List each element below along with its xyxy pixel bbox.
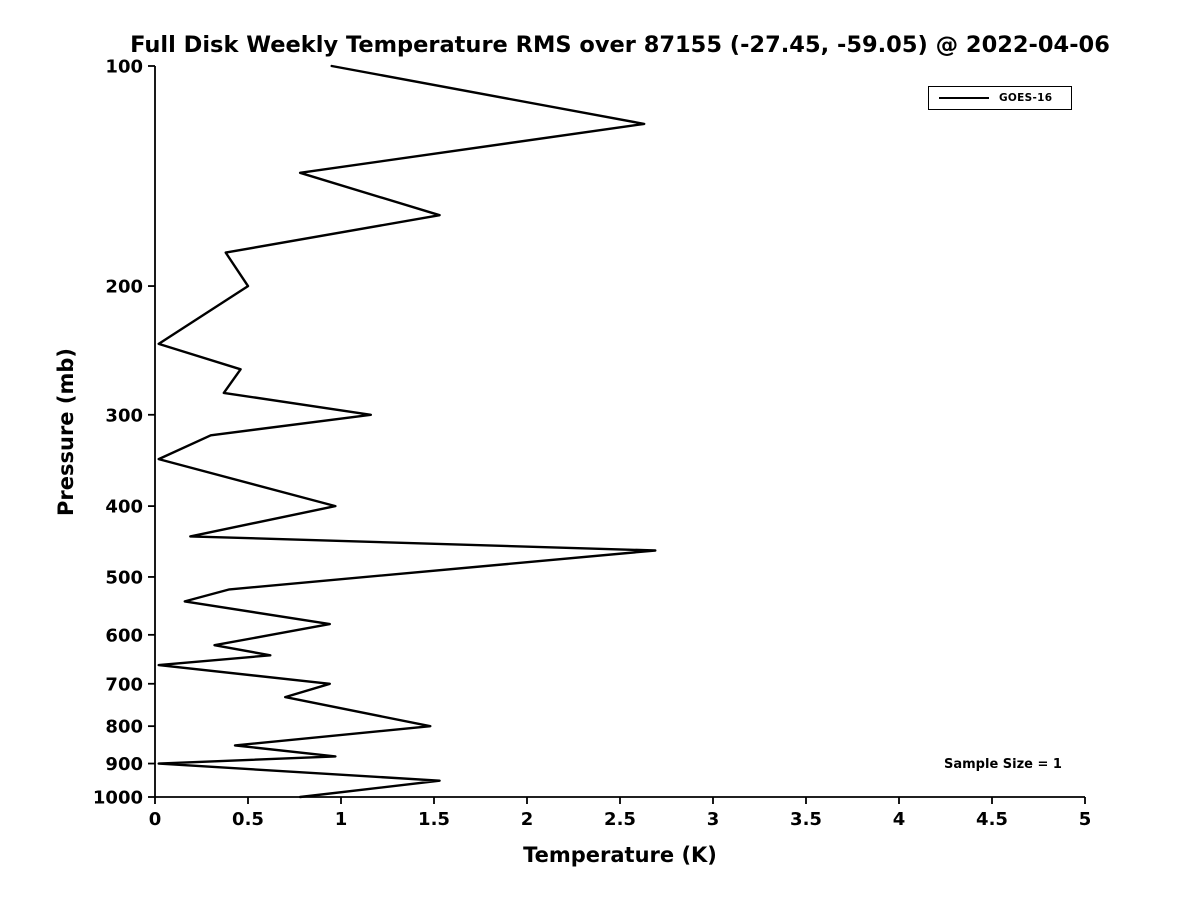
x-tick-label: 0: [149, 809, 162, 830]
sample-size-annotation: Sample Size = 1: [944, 757, 1062, 772]
x-tick-label: 3: [707, 809, 720, 830]
x-tick-label: 4: [893, 809, 906, 830]
goes16-data-line: [157, 64, 657, 799]
legend: GOES-16: [928, 86, 1072, 110]
y-tick-label: 500: [105, 567, 143, 588]
x-tick-label: 2.5: [604, 809, 636, 830]
legend-label: GOES-16: [999, 92, 1053, 104]
y-tick-label: 300: [105, 405, 143, 426]
y-tick-label: 100: [105, 57, 143, 78]
x-tick-label: 2: [521, 809, 534, 830]
x-tick-label: 0.5: [232, 809, 264, 830]
x-axis-label: Temperature (K): [523, 843, 717, 867]
y-tick-label: 1000: [93, 788, 143, 809]
y-tick-label: 200: [105, 277, 143, 298]
x-tick-label: 1.5: [418, 809, 450, 830]
chart-title: Full Disk Weekly Temperature RMS over 87…: [130, 32, 1110, 58]
x-tick-label: 3.5: [790, 809, 822, 830]
legend-line-sample-icon: [939, 97, 989, 99]
x-tick-label: 5: [1079, 809, 1092, 830]
y-tick-label: 900: [105, 754, 143, 775]
x-tick-label: 4.5: [976, 809, 1008, 830]
y-tick-label: 600: [105, 625, 143, 646]
y-tick-label: 400: [105, 497, 143, 518]
y-tick-label: 800: [105, 717, 143, 738]
x-tick-label: 1: [335, 809, 348, 830]
y-tick-label: 700: [105, 674, 143, 695]
